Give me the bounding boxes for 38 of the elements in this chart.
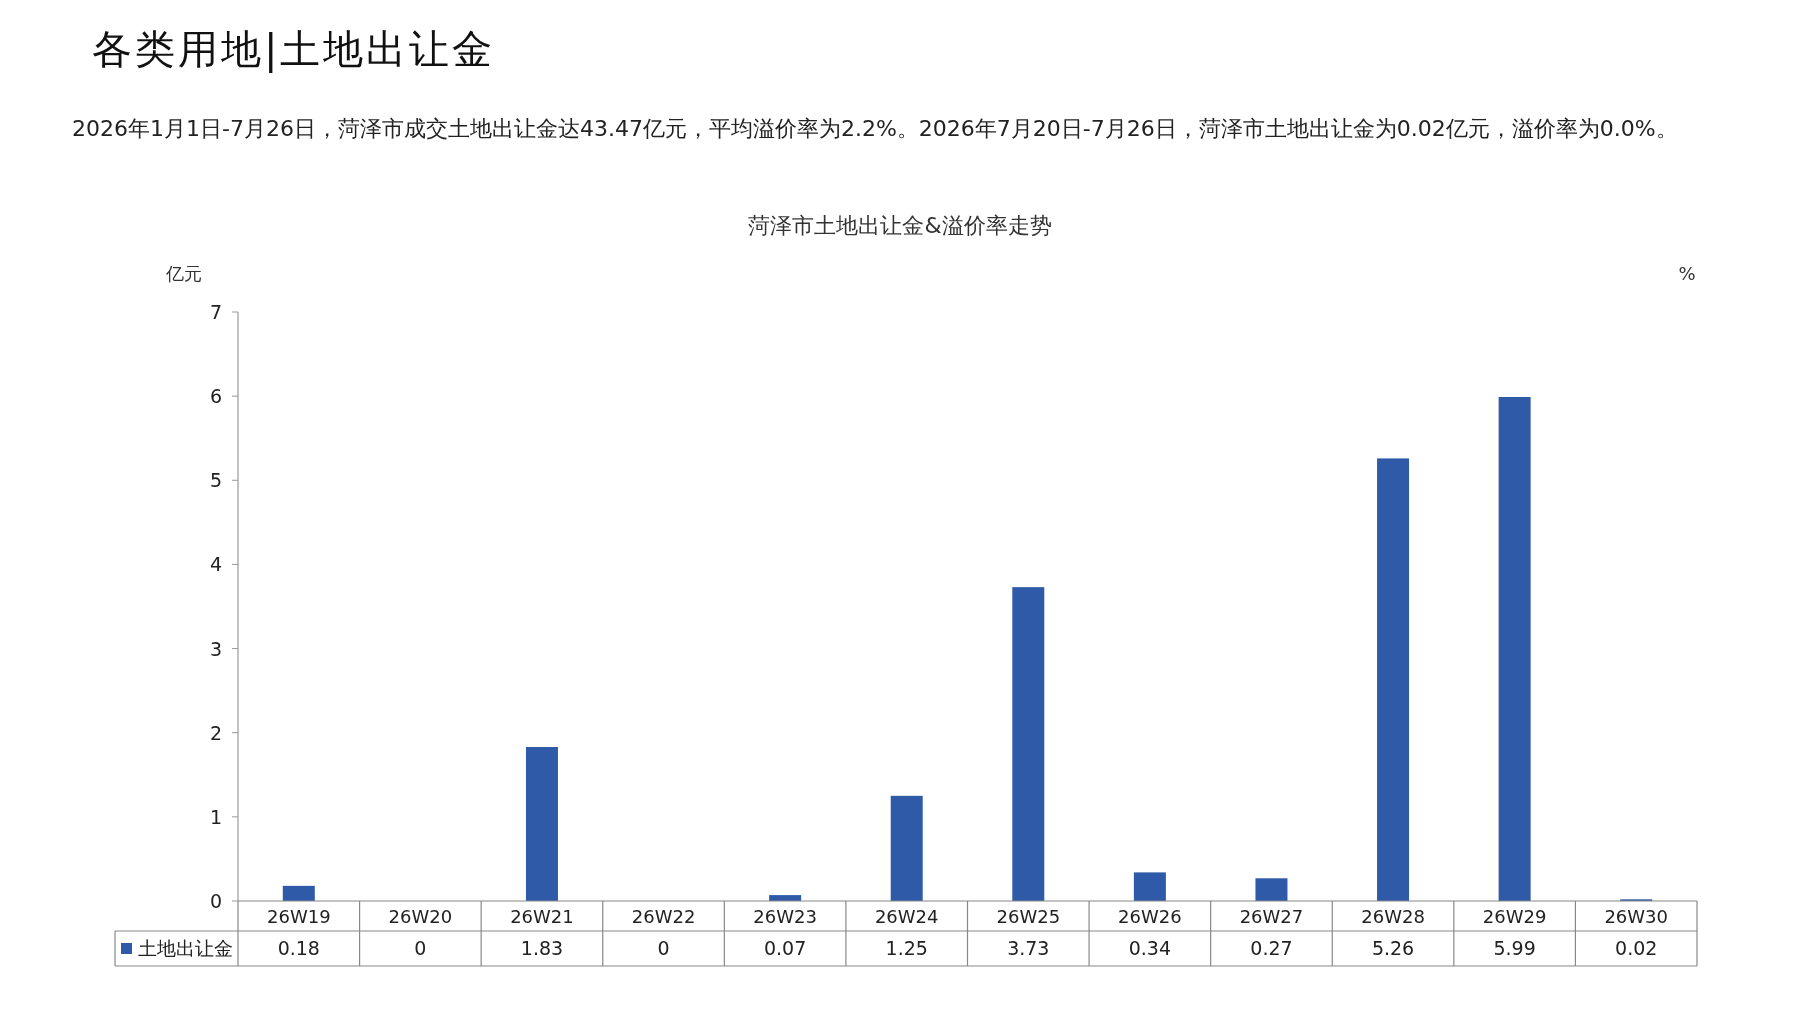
- x-tick-label: 26W28: [1361, 906, 1425, 927]
- legend-label: 土地出让金: [138, 937, 233, 959]
- data-label: 5.99: [1493, 937, 1536, 959]
- x-tick-label: 26W26: [1118, 906, 1182, 927]
- data-label: 1.25: [885, 937, 928, 959]
- y-tick-label: 2: [209, 721, 222, 744]
- y-tick-label: 7: [209, 301, 222, 323]
- data-label: 0.07: [763, 937, 807, 959]
- x-tick-label: 26W29: [1482, 906, 1547, 927]
- y-axis-title: 亿元: [165, 263, 202, 284]
- data-label: 0: [414, 937, 427, 959]
- text: 2026年1月1日-7月26日，菏泽市成交土地出让金达43.47亿元，平均溢价率为2.2%。2026年7月20日-7月26日，菏泽市土地出让金为0.02亿元，溢价率为0.0%。: [72, 115, 1679, 143]
- data-label: 0.02: [1615, 937, 1658, 959]
- y-tick-label: 1: [209, 805, 222, 828]
- x-tick-label: 26W21: [510, 906, 574, 927]
- data-label: 3.73: [1007, 937, 1050, 959]
- x-tick-label: 26W27: [1239, 906, 1304, 927]
- chart-title: 菏泽市土地出让金&溢价率走势: [748, 213, 1052, 238]
- data-label: 0: [657, 937, 670, 959]
- x-tick-label: 26W22: [631, 906, 696, 927]
- data-label: 0.27: [1250, 937, 1293, 959]
- x-tick-label: 26W20: [388, 906, 453, 927]
- x-tick-label: 26W30: [1604, 906, 1669, 927]
- text: 各类用地|土地出让金: [92, 25, 496, 75]
- data-label: 5.26: [1371, 937, 1415, 959]
- x-tick-label: 26W19: [266, 906, 331, 927]
- data-label: 0.18: [277, 937, 320, 959]
- y-tick-label: 6: [209, 385, 222, 408]
- x-tick-label: 26W24: [874, 906, 939, 927]
- y-tick-label: 3: [209, 637, 222, 660]
- data-label: 1.83: [520, 937, 564, 959]
- y-tick-label: 5: [209, 469, 222, 492]
- x-tick-label: 26W25: [996, 906, 1061, 927]
- y2-axis-title: %: [1678, 263, 1696, 284]
- y-tick-label: 0: [209, 890, 222, 912]
- x-tick-label: 26W23: [753, 906, 817, 927]
- data-label: 0.34: [1128, 937, 1172, 959]
- y-tick-label: 4: [209, 553, 222, 576]
